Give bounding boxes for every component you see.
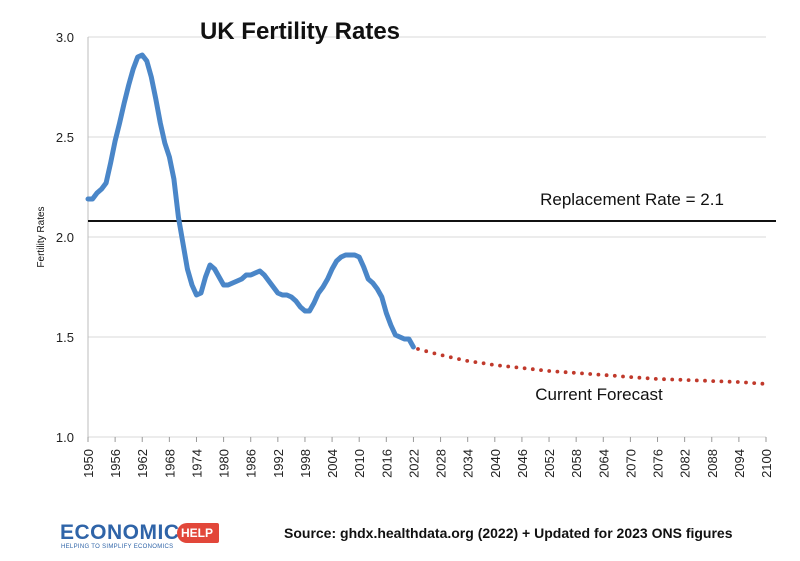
forecast-dot xyxy=(629,375,634,379)
economics-help-logo: ECONOMICS HELP HELPING TO SIMPLIFY ECONO… xyxy=(60,521,230,551)
forecast-dot xyxy=(752,381,757,385)
x-tick-label: 2058 xyxy=(569,449,584,478)
forecast-dot xyxy=(563,370,568,375)
y-axis-label: Fertility Rates xyxy=(36,206,47,267)
forecast-dot xyxy=(539,368,543,372)
x-tick-label: 1980 xyxy=(217,449,232,478)
logo-tagline: HELPING TO SIMPLIFY ECONOMICS xyxy=(61,544,174,550)
forecast-dot xyxy=(432,351,437,356)
x-tick-label: 1956 xyxy=(108,449,123,478)
forecast-dot xyxy=(530,367,535,372)
forecast-dot xyxy=(481,361,486,366)
forecast-dot xyxy=(678,377,683,382)
forecast-dot xyxy=(416,347,420,351)
source-note: Source: ghdx.healthdata.org (2022) + Upd… xyxy=(284,525,733,541)
x-tick-label: 2004 xyxy=(325,449,340,478)
x-tick-label: 2022 xyxy=(406,449,421,478)
gridlines xyxy=(88,36,766,438)
forecast-dot xyxy=(727,379,732,384)
x-tick-label: 2034 xyxy=(461,449,476,478)
x-tick-label: 1986 xyxy=(244,449,259,478)
x-tick-label: 2010 xyxy=(352,449,367,478)
forecast-dot xyxy=(645,376,650,381)
x-tick-label: 1998 xyxy=(298,449,313,478)
forecast-dot xyxy=(719,379,724,384)
x-tick-label: 2082 xyxy=(678,449,693,478)
forecast-dot xyxy=(498,363,502,368)
forecast-dot xyxy=(424,349,429,354)
y-tick-label: 2.0 xyxy=(56,230,74,245)
forecast-dot xyxy=(711,379,716,383)
forecast-dot xyxy=(662,377,666,382)
x-tick-label: 2028 xyxy=(434,449,449,478)
forecast-dot xyxy=(588,372,593,376)
x-tick-label: 2088 xyxy=(705,449,720,478)
y-tick-label: 1.5 xyxy=(56,330,74,345)
forecast-dot xyxy=(465,359,470,363)
x-tick-label: 1962 xyxy=(135,449,150,478)
actual-fertility-line xyxy=(85,52,416,350)
forecast-dot xyxy=(686,378,691,382)
x-tick-label: 2052 xyxy=(542,449,557,478)
x-tick-label: 1974 xyxy=(189,449,204,478)
forecast-dot xyxy=(596,372,601,377)
x-tick-label: 2094 xyxy=(732,449,747,478)
y-tick-label: 2.5 xyxy=(56,130,74,145)
forecast-dot xyxy=(440,353,445,358)
forecast-dot xyxy=(555,369,560,374)
forecast-dot xyxy=(547,369,552,373)
forecast-dot xyxy=(571,370,576,375)
forecast-dot xyxy=(612,373,617,378)
logo-help-badge: HELP xyxy=(177,523,220,543)
forecast-dot xyxy=(744,380,748,385)
forecast-dot xyxy=(473,360,478,364)
forecast-dot xyxy=(670,377,675,382)
x-tick-label: 2016 xyxy=(379,449,394,478)
x-tick-label: 1950 xyxy=(81,449,96,478)
forecast-dot xyxy=(514,365,519,370)
x-tick-label: 2064 xyxy=(596,449,611,478)
forecast-dot xyxy=(457,357,461,361)
x-tick-label: 2100 xyxy=(759,449,774,478)
forecast-dot xyxy=(522,366,527,371)
fertility-chart: 1.0 1.5 2.0 2.5 3.0 1950 1956 1962 1968 1974 1980… xyxy=(36,18,776,478)
forecast-dot xyxy=(604,373,609,378)
x-tick-label: 2070 xyxy=(623,449,638,478)
forecast-dot xyxy=(703,378,707,383)
replacement-rate-label: Replacement Rate = 2.1 xyxy=(540,190,724,209)
forecast-dot xyxy=(735,380,740,384)
x-tick-label: 1968 xyxy=(162,449,177,478)
forecast-dot xyxy=(489,362,494,367)
forecast-dot xyxy=(448,355,453,360)
forecast-dot xyxy=(621,374,625,379)
forecast-dotted-line xyxy=(416,347,765,386)
forecast-label: Current Forecast xyxy=(535,385,663,404)
x-tick-label: 2046 xyxy=(515,449,530,478)
logo-wordmark: ECONOMICS xyxy=(60,521,195,544)
chart-title: UK Fertility Rates xyxy=(200,18,400,45)
y-axis-ticks: 1.0 1.5 2.0 2.5 3.0 xyxy=(56,30,74,445)
forecast-dot xyxy=(694,378,699,383)
y-tick-label: 3.0 xyxy=(56,30,74,45)
x-tick-label: 2076 xyxy=(651,449,666,478)
x-tick-label: 2040 xyxy=(488,449,503,478)
y-tick-label: 1.0 xyxy=(56,430,74,445)
forecast-dot xyxy=(653,377,658,381)
forecast-dot xyxy=(506,364,511,369)
forecast-dot xyxy=(637,375,642,380)
forecast-dot xyxy=(760,381,765,386)
x-axis-ticks: 1950 1956 1962 1968 1974 1980 1986 1992 1998 2004… xyxy=(81,437,774,478)
forecast-dot xyxy=(580,371,584,376)
x-tick-label: 1992 xyxy=(271,449,286,478)
